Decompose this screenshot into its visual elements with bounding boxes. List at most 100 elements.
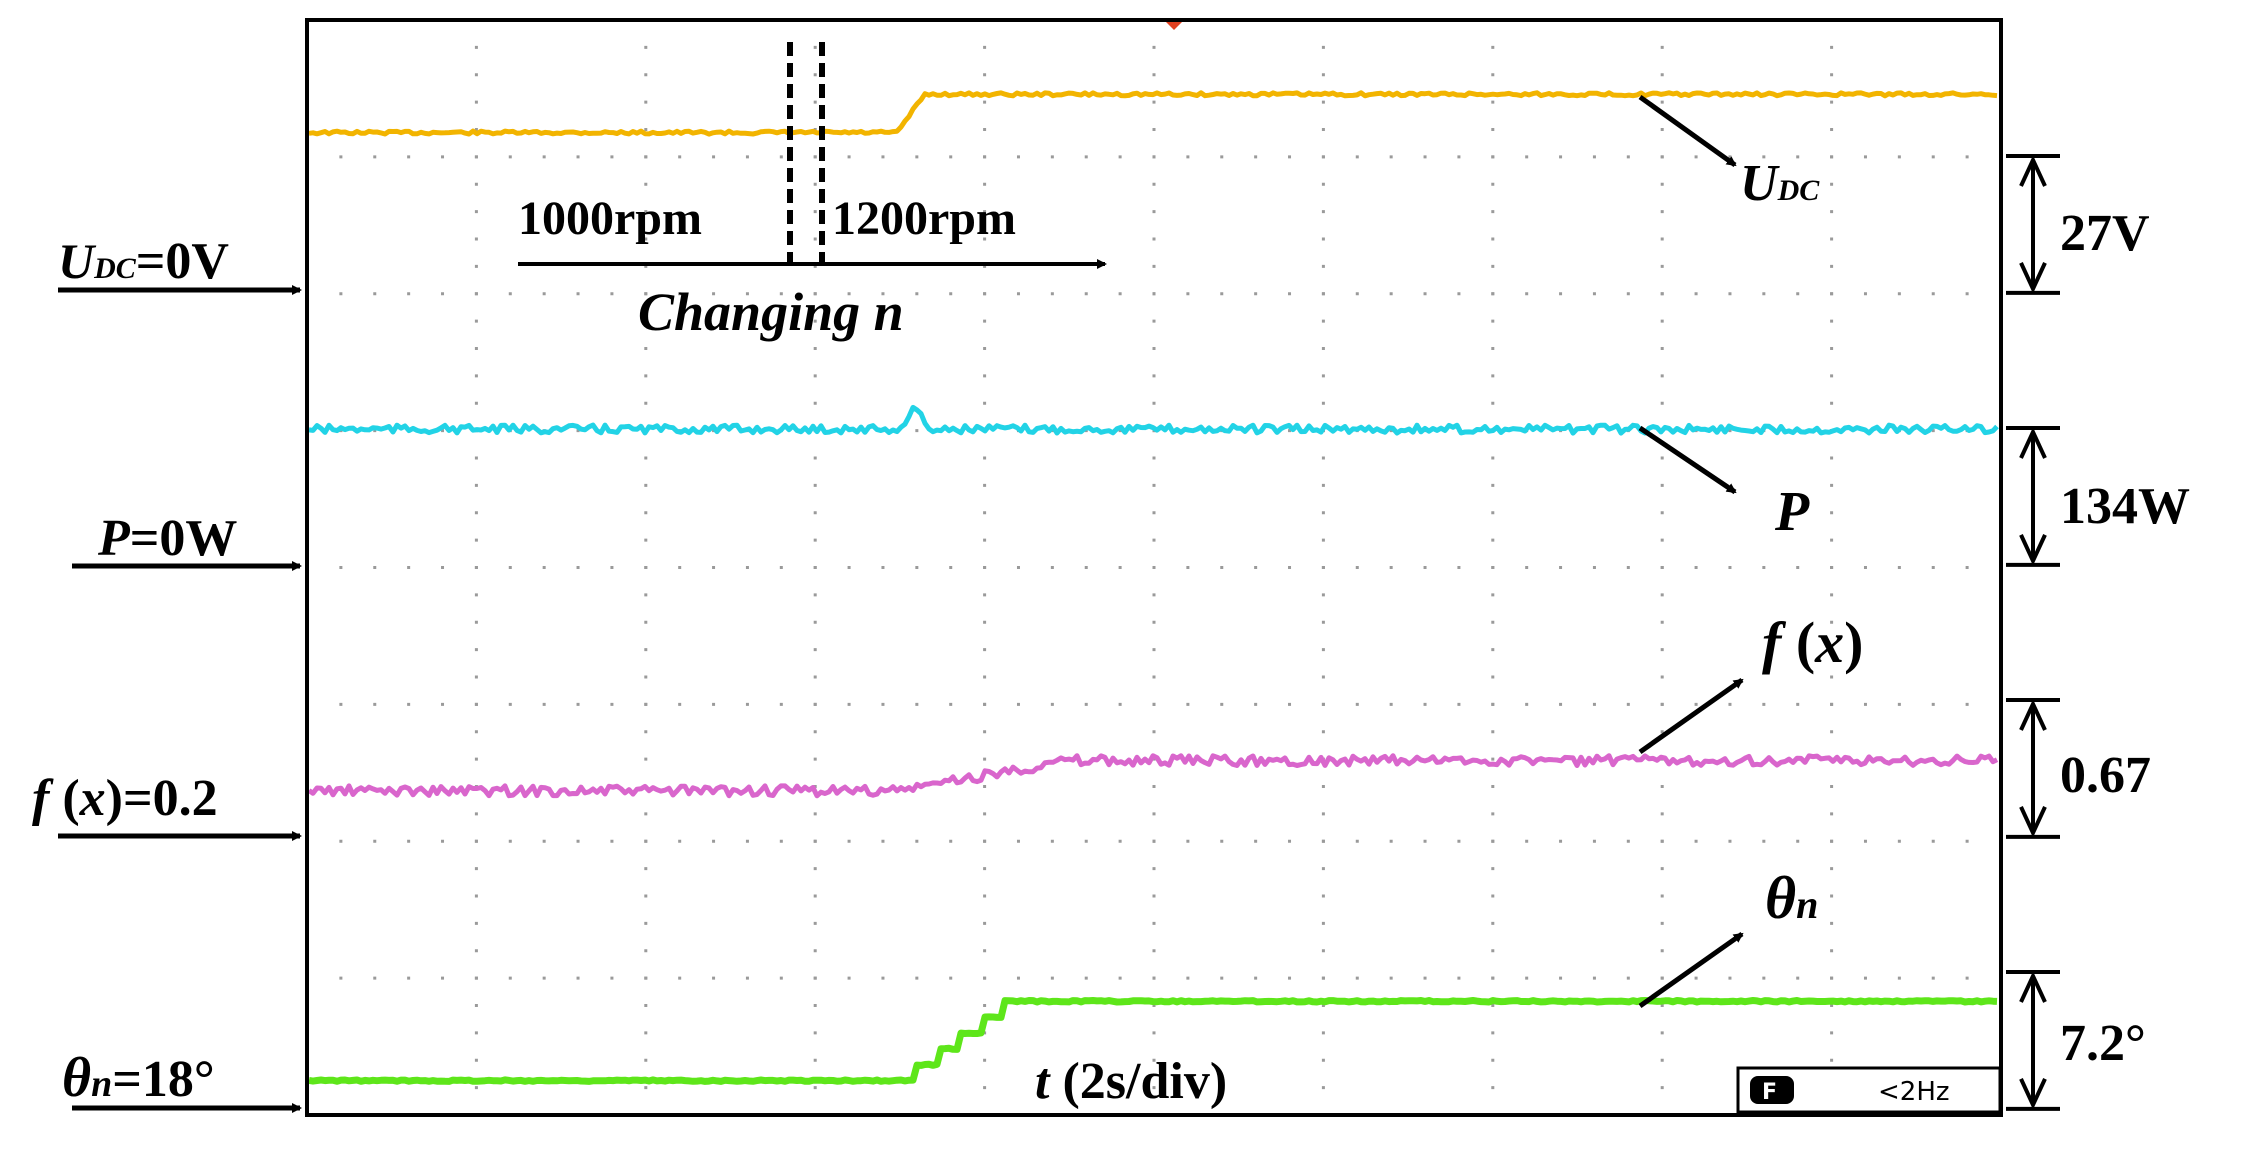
grid-dot <box>1830 921 1834 925</box>
grid-dot <box>1762 976 1766 980</box>
grid-dot <box>1254 702 1258 706</box>
grid-dot <box>1762 566 1766 569</box>
grid-dot <box>983 210 987 214</box>
bracket-arrow-down <box>2019 806 2047 838</box>
grid-dot <box>474 210 478 214</box>
grid-dot <box>1321 155 1325 159</box>
grid-dot <box>813 456 817 460</box>
grid-dot <box>1830 894 1834 898</box>
grid-dot <box>1931 155 1935 159</box>
grid-dot <box>1931 429 1935 433</box>
grid-dot <box>1389 292 1393 296</box>
grid-dot <box>644 45 648 49</box>
grid-dot <box>881 839 885 843</box>
udc-subscript: DC <box>93 252 137 285</box>
grid-dot <box>1491 401 1495 405</box>
grid-dot <box>1660 566 1664 569</box>
grid-dot <box>474 483 478 487</box>
udc-callout-arrow <box>1638 94 1737 168</box>
grid-dot <box>983 292 987 296</box>
grid-dot <box>644 620 648 624</box>
grid-dot <box>1660 1031 1664 1035</box>
grid-dot <box>1660 620 1664 624</box>
grid-dot <box>1728 566 1732 569</box>
grid-dot <box>983 456 987 460</box>
grid-dot <box>813 812 817 816</box>
grid-dot <box>1321 237 1325 241</box>
grid-dot <box>1288 429 1292 433</box>
grid-dot <box>813 1086 817 1090</box>
grid-dot <box>983 976 987 980</box>
grid-dot <box>1152 921 1156 925</box>
grid-dot <box>1728 976 1732 980</box>
grid-dot <box>644 757 648 761</box>
grid-dot <box>1254 292 1258 296</box>
grid-dot <box>983 347 987 350</box>
grid-dot <box>644 155 648 159</box>
grid-dot <box>1355 976 1359 980</box>
grid-dot <box>1660 785 1664 788</box>
grid-dot <box>1592 839 1596 843</box>
udc-trace <box>308 90 1998 137</box>
grid-dot <box>1118 292 1122 296</box>
grid-dot <box>1321 1058 1325 1062</box>
grid-dot <box>1931 839 1935 843</box>
grid-dot <box>1491 894 1495 898</box>
grid-dot <box>474 182 478 186</box>
grid-dot <box>1525 155 1529 159</box>
grid-dot <box>1152 347 1156 350</box>
grid-dot <box>1660 264 1664 268</box>
grid-dot <box>576 155 580 159</box>
grid-dot <box>1559 292 1563 296</box>
grid-dot <box>1457 566 1461 569</box>
grid-dot <box>1559 702 1563 706</box>
grid-dot <box>813 401 817 405</box>
grid-dot <box>1965 155 1969 159</box>
grid-dot <box>1152 675 1156 679</box>
grid-dot <box>881 566 885 569</box>
grid-dot <box>1931 702 1935 706</box>
grid-dot <box>1592 702 1596 706</box>
grid-dot <box>1152 894 1156 898</box>
grid-dot <box>983 128 987 131</box>
grid-dot <box>474 511 478 515</box>
grid-dot <box>542 566 546 569</box>
fx-callout-close: ) <box>1844 610 1863 675</box>
grid-dot <box>610 839 614 843</box>
grid-dot <box>1050 976 1054 980</box>
grid-dot <box>1152 812 1156 816</box>
grid-dot <box>644 1086 648 1090</box>
grid-dot <box>542 155 546 159</box>
udc-callout-subscript: DC <box>1777 174 1821 207</box>
grid-dot <box>813 347 817 350</box>
fx-callout-open: ( <box>1781 610 1815 675</box>
grid-dot <box>1152 374 1156 378</box>
grid-dot <box>983 894 987 898</box>
grid-dot <box>881 976 885 980</box>
grid-dot <box>1084 702 1088 706</box>
grid-dot <box>441 839 445 843</box>
grid-dot <box>1152 319 1156 323</box>
grid-dot <box>1728 702 1732 706</box>
grid-dot <box>1118 155 1122 159</box>
grid-dot <box>644 401 648 405</box>
grid-dot <box>1762 839 1766 843</box>
grid-dot <box>983 757 987 761</box>
grid-dot <box>644 73 648 77</box>
p-callout: P <box>1638 425 1810 543</box>
grid-dot <box>1491 374 1495 378</box>
grid-dot <box>1863 292 1867 296</box>
grid-dot <box>1254 566 1258 569</box>
grid-dot <box>610 566 614 569</box>
grid-dot <box>1152 100 1156 104</box>
grid-dot <box>1796 292 1800 296</box>
grid-dot <box>644 347 648 350</box>
grid-dot <box>1830 45 1834 49</box>
grid-dot <box>1152 210 1156 214</box>
grid-dot <box>1830 867 1834 871</box>
fx-symbol-open: ( <box>49 770 79 827</box>
theta-trace <box>308 997 1998 1085</box>
grid-dot <box>1491 976 1495 980</box>
grid-dots <box>305 18 1969 1117</box>
grid-dot <box>983 319 987 323</box>
